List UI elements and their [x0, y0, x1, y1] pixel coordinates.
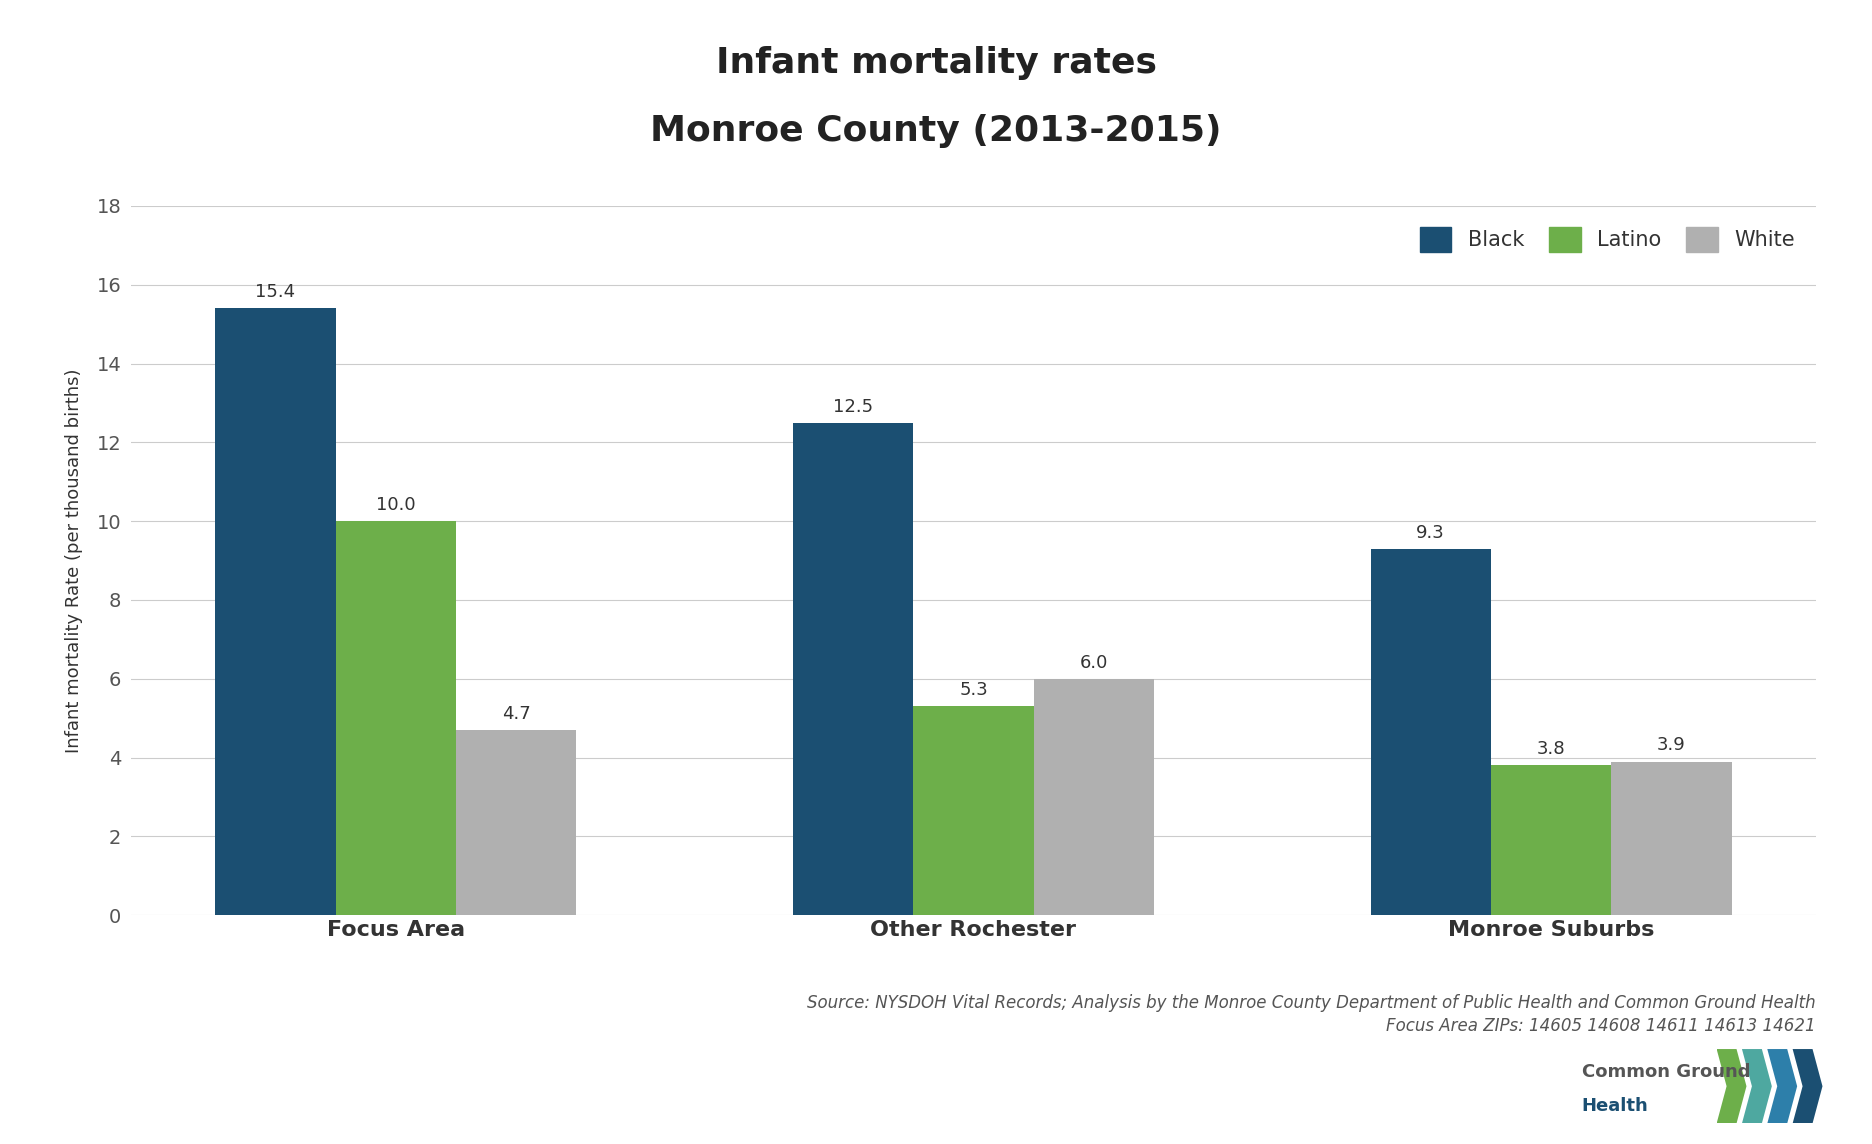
- Text: 6.0: 6.0: [1080, 653, 1108, 672]
- Bar: [335, 522, 457, 915]
- Text: Infant mortality rates: Infant mortality rates: [715, 46, 1157, 80]
- Bar: [914, 706, 1033, 915]
- Bar: [457, 730, 577, 915]
- Text: 3.9: 3.9: [1657, 737, 1687, 754]
- Text: 12.5: 12.5: [833, 398, 872, 415]
- Text: Common Ground: Common Ground: [1582, 1063, 1750, 1081]
- Polygon shape: [1717, 1049, 1747, 1123]
- Text: Source: NYSDOH Vital Records; Analysis by the Monroe County Department of Public: Source: NYSDOH Vital Records; Analysis b…: [807, 994, 1816, 1012]
- Text: 15.4: 15.4: [255, 284, 296, 301]
- Bar: [1612, 762, 1732, 915]
- Y-axis label: Infant mortality Rate (per thousand births): Infant mortality Rate (per thousand birt…: [66, 368, 82, 753]
- Legend: Black, Latino, White: Black, Latino, White: [1410, 216, 1805, 263]
- Text: 5.3: 5.3: [958, 682, 988, 699]
- Bar: [215, 309, 335, 915]
- Bar: [794, 422, 914, 915]
- Polygon shape: [1793, 1049, 1823, 1123]
- Polygon shape: [1767, 1049, 1797, 1123]
- Text: 3.8: 3.8: [1537, 740, 1565, 758]
- Text: 10.0: 10.0: [376, 496, 416, 514]
- Text: Monroe County (2013-2015): Monroe County (2013-2015): [650, 114, 1222, 149]
- Bar: [1370, 549, 1490, 915]
- Text: Focus Area ZIPs: 14605 14608 14611 14613 14621: Focus Area ZIPs: 14605 14608 14611 14613…: [1385, 1017, 1816, 1035]
- Bar: [1490, 765, 1612, 915]
- Text: 9.3: 9.3: [1417, 524, 1445, 541]
- Text: Health: Health: [1582, 1097, 1649, 1115]
- Polygon shape: [1743, 1049, 1771, 1123]
- Text: 4.7: 4.7: [502, 705, 530, 723]
- Bar: [1033, 678, 1153, 915]
